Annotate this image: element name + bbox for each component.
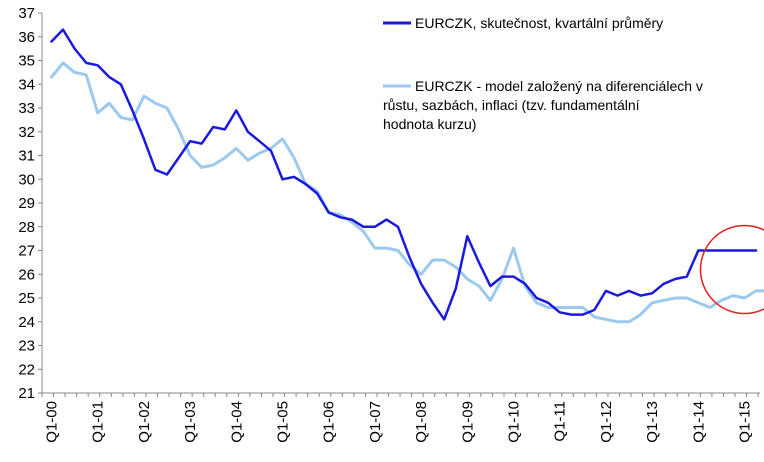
- y-tick-label: 32: [18, 124, 35, 141]
- x-tick-label: Q1-02: [136, 401, 153, 443]
- y-tick-label: 21: [18, 385, 35, 402]
- y-tick-label: 26: [18, 266, 35, 283]
- y-tick-label: 24: [18, 314, 35, 331]
- y-tick-label: 37: [18, 5, 35, 22]
- x-tick-label: Q1-01: [90, 401, 107, 443]
- y-tick-label: 23: [18, 338, 35, 355]
- y-tick-label: 28: [18, 219, 35, 236]
- legend-label-model: EURCZK - model založený na diferenciálec…: [383, 78, 703, 132]
- y-tick-label: 27: [18, 243, 35, 260]
- series-lines: [50, 28, 764, 324]
- y-tick-label: 35: [18, 53, 35, 70]
- x-tick-label: Q1-15: [737, 401, 754, 443]
- y-tick-label: 33: [18, 100, 35, 117]
- x-tick-label: Q1-12: [598, 401, 615, 443]
- highlight-circle: [699, 224, 764, 315]
- x-tick-label: Q1-14: [690, 401, 707, 443]
- legend: EURCZK, skutečnost, kvartální průměry EU…: [383, 15, 703, 132]
- x-tick-label: Q1-08: [413, 401, 430, 443]
- series-line-model: [50, 61, 764, 324]
- legend-label-actual: EURCZK, skutečnost, kvartální průměry: [415, 15, 663, 31]
- legend-label-model-line: růstu, sazbách, inflaci (tzv. fundamentá…: [383, 97, 640, 113]
- annotations: [699, 224, 764, 315]
- x-tick-label: Q1-00: [44, 401, 61, 443]
- y-tick-label: 29: [18, 195, 35, 212]
- x-tick-label: Q1-07: [367, 401, 384, 443]
- y-tick-label: 30: [18, 171, 35, 188]
- legend-label-model-line: EURCZK - model založený na diferenciálec…: [415, 78, 703, 94]
- x-tick-label: Q1-13: [644, 401, 661, 443]
- axes: [41, 13, 760, 394]
- x-tick-label: Q1-05: [275, 401, 292, 443]
- series-line-actual: [50, 28, 758, 321]
- x-tick-label: Q1-09: [459, 401, 476, 443]
- x-tick-label: Q1-11: [552, 401, 569, 442]
- y-axis-ticks: 21 22 23 24 25 26 27 28 29 30 31 32 33 34 35 36 37: [18, 5, 42, 402]
- y-tick-label: 25: [18, 290, 35, 307]
- y-tick-label: 31: [18, 148, 35, 165]
- y-tick-label: 34: [18, 76, 35, 93]
- legend-label-model-line: hodnota kurzu): [383, 116, 476, 132]
- x-axis-ticks: Q1-00 Q1-01 Q1-02 Q1-03 Q1-04 Q1-05 Q1-06 Q1-07…: [41, 393, 759, 443]
- x-tick-label: Q1-04: [228, 401, 245, 443]
- x-tick-label: Q1-03: [182, 401, 199, 443]
- x-tick-label: Q1-06: [321, 401, 338, 443]
- y-tick-label: 22: [18, 361, 35, 378]
- y-tick-label: 36: [18, 29, 35, 46]
- x-tick-label: Q1-10: [506, 401, 523, 443]
